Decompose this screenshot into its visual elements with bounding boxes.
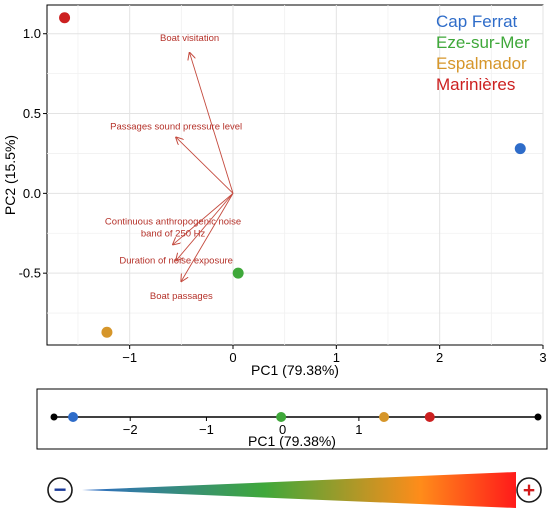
pc1-point (276, 412, 287, 422)
legend-entry: Eze-sur-Mer (436, 33, 530, 52)
pc1-axis-panel: −2 −1 0 1 PC1 (79.38%) (36, 388, 548, 450)
biplot-x-axis-label: PC1 (79.38%) (251, 362, 339, 378)
legend-entry: Cap Ferrat (436, 12, 518, 31)
loading-arrow (181, 193, 234, 281)
legend-entry: Marinières (436, 75, 515, 94)
plus-circle (516, 477, 542, 503)
loading-label: Boat passages (150, 291, 213, 302)
data-point (101, 326, 113, 338)
x-tick-label: 3 (539, 350, 546, 365)
loading-arrow (176, 193, 234, 260)
pc1-panel-frame (36, 388, 548, 450)
biplot-y-axis-label: PC2 (15.5%) (2, 135, 18, 215)
pc1-panel-axis-label: PC1 (79.38%) (248, 433, 336, 449)
x-tick-label: 2 (436, 350, 443, 365)
y-tick-label: 0.5 (23, 106, 41, 121)
minus-symbol: − (54, 477, 67, 502)
pc1-tick-label: 1 (355, 422, 362, 437)
legend-entry: Espalmador (436, 54, 527, 73)
pc1-endpoint (50, 413, 58, 421)
pca-biplot-panel: Boat visitation Passages sound pressure l… (2, 4, 547, 378)
y-tick-label: 0.0 (23, 186, 41, 201)
biplot-y-ticks: -0.5 0.0 0.5 1.0 (19, 26, 47, 281)
gradient-scale: − + (47, 472, 542, 508)
y-tick-label: 1.0 (23, 26, 41, 41)
biplot-legend: Cap Ferrat Eze-sur-Mer Espalmador Marinière… (436, 12, 530, 94)
pc1-tick-label: −2 (123, 422, 138, 437)
data-point (232, 267, 244, 279)
y-tick-label: -0.5 (19, 266, 41, 281)
pc1-endpoint (534, 413, 542, 421)
pc1-panel-ticks: −2 −1 0 1 (123, 417, 362, 437)
x-tick-label: −1 (122, 350, 137, 365)
data-point (59, 12, 71, 24)
plus-symbol: + (523, 479, 535, 502)
gradient-wedge (82, 472, 516, 508)
loading-arrow (176, 137, 234, 194)
x-tick-label: 1 (333, 350, 340, 365)
loading-arrow (173, 193, 234, 244)
pc1-panel-points (50, 412, 542, 422)
pc1-point (379, 412, 390, 422)
biplot-points (59, 12, 526, 338)
pc1-tick-label: 0 (279, 422, 286, 437)
loading-label: Continuous anthropogenic noise band of 25… (105, 216, 241, 239)
loading-label: Passages sound pressure level (110, 121, 242, 132)
x-tick-label: 0 (229, 350, 236, 365)
biplot-loading-arrows: Boat visitation Passages sound pressure l… (105, 33, 242, 302)
biplot-x-ticks: −1 0 1 2 3 (122, 345, 547, 365)
pc1-tick-label: −1 (199, 422, 214, 437)
biplot-grid (47, 5, 544, 345)
pc1-point (424, 412, 435, 422)
loading-arrow (190, 53, 234, 194)
minus-circle (47, 477, 73, 503)
data-point (514, 143, 526, 155)
loading-label: Boat visitation (160, 33, 219, 44)
loading-label: Duration of noise exposure (119, 255, 233, 266)
pc1-point (68, 412, 79, 422)
